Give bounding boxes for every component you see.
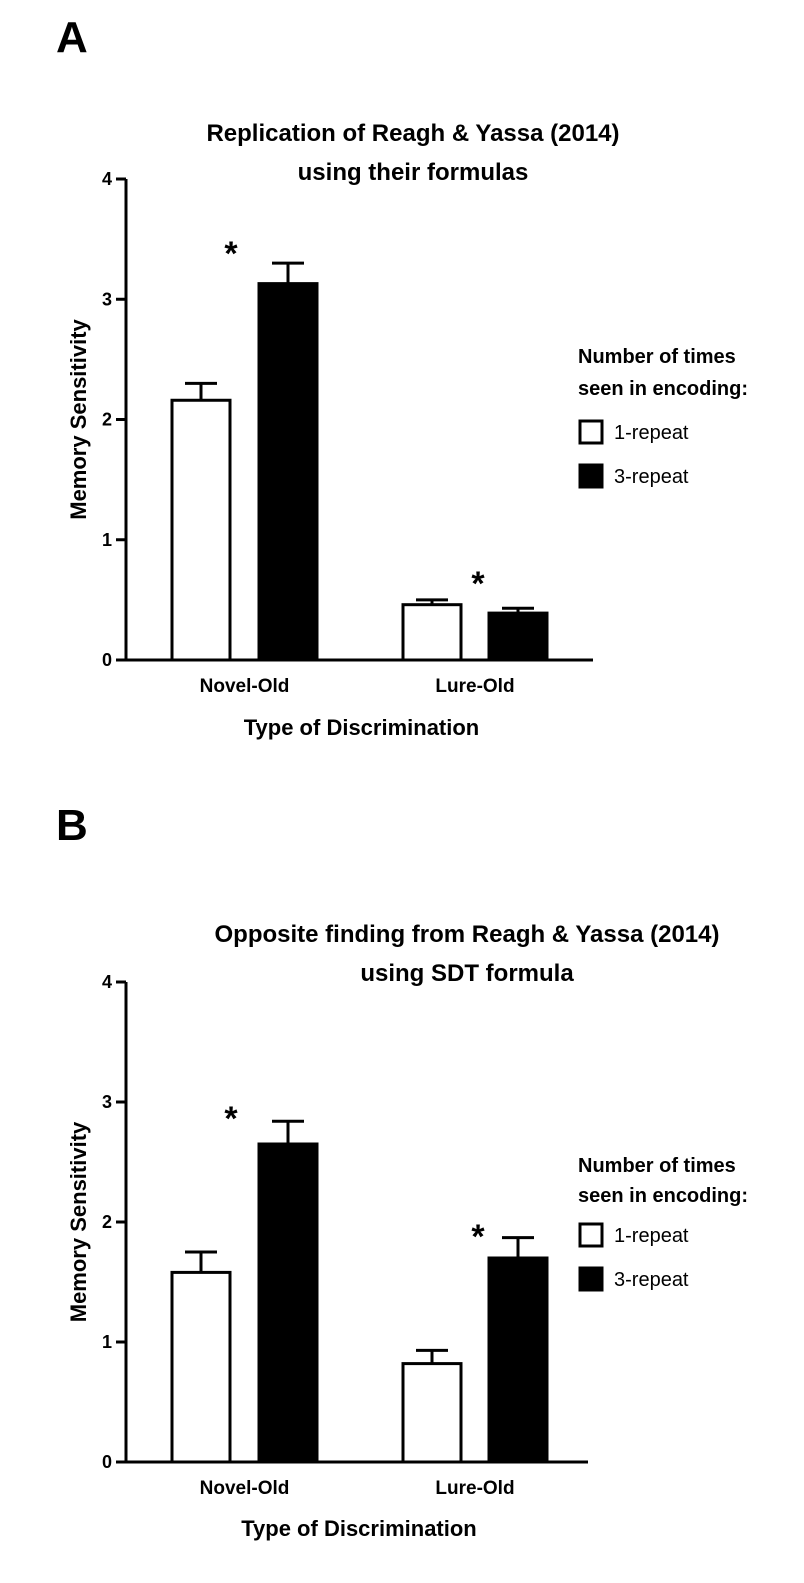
- y-tick-label: 2: [102, 1212, 112, 1232]
- y-axis-label: Memory Sensitivity: [66, 1121, 91, 1322]
- bar-1-repeat: [401, 603, 463, 662]
- significance-marker: *: [224, 235, 238, 273]
- legend-title: seen in encoding:: [578, 1185, 748, 1207]
- x-axis-label: Type of Discrimination: [244, 715, 480, 740]
- y-tick-label: 4: [102, 169, 112, 189]
- significance-marker: *: [471, 565, 485, 603]
- chart-title: Opposite finding from Reagh & Yassa (201…: [214, 921, 719, 948]
- bar-3-repeat: [257, 1142, 319, 1464]
- x-tick-label: Lure-Old: [435, 676, 514, 697]
- bar-3-repeat: [257, 282, 319, 662]
- x-axis-label: Type of Discrimination: [241, 1516, 477, 1541]
- legend-label: 3-repeat: [614, 466, 689, 488]
- legend-title: Number of times: [578, 1155, 736, 1177]
- panel-letter: B: [56, 801, 88, 850]
- bar-1-repeat: [170, 1270, 232, 1464]
- significance-marker: *: [471, 1218, 485, 1256]
- y-tick-label: 3: [102, 1092, 112, 1112]
- legend-title: Number of times: [578, 346, 736, 368]
- y-tick-label: 1: [102, 530, 112, 550]
- y-tick-label: 3: [102, 289, 112, 309]
- legend-swatch: [578, 1222, 604, 1248]
- bar-1-repeat: [170, 398, 232, 662]
- chart-title: using SDT formula: [360, 960, 574, 987]
- legend-label: 1-repeat: [614, 1225, 689, 1247]
- chart-title: using their formulas: [298, 159, 529, 186]
- bar-3-repeat: [487, 1256, 549, 1464]
- legend-swatch: [578, 463, 604, 489]
- bar-3-repeat: [487, 611, 549, 662]
- legend-label: 3-repeat: [614, 1269, 689, 1291]
- legend-label: 1-repeat: [614, 422, 689, 444]
- legend-swatch: [578, 419, 604, 445]
- y-tick-label: 0: [102, 1452, 112, 1472]
- y-tick-label: 2: [102, 410, 112, 430]
- x-tick-label: Novel-Old: [200, 676, 290, 697]
- y-tick-label: 0: [102, 650, 112, 670]
- legend-swatch: [578, 1266, 604, 1292]
- panel-letter: A: [56, 13, 88, 62]
- chart-title: Replication of Reagh & Yassa (2014): [206, 120, 619, 147]
- x-tick-label: Novel-Old: [200, 1478, 290, 1499]
- legend-title: seen in encoding:: [578, 378, 748, 400]
- significance-marker: *: [224, 1100, 238, 1138]
- y-axis-label: Memory Sensitivity: [66, 318, 91, 519]
- bar-1-repeat: [401, 1362, 463, 1464]
- x-tick-label: Lure-Old: [435, 1478, 514, 1499]
- y-tick-label: 1: [102, 1332, 112, 1352]
- y-tick-label: 4: [102, 972, 112, 992]
